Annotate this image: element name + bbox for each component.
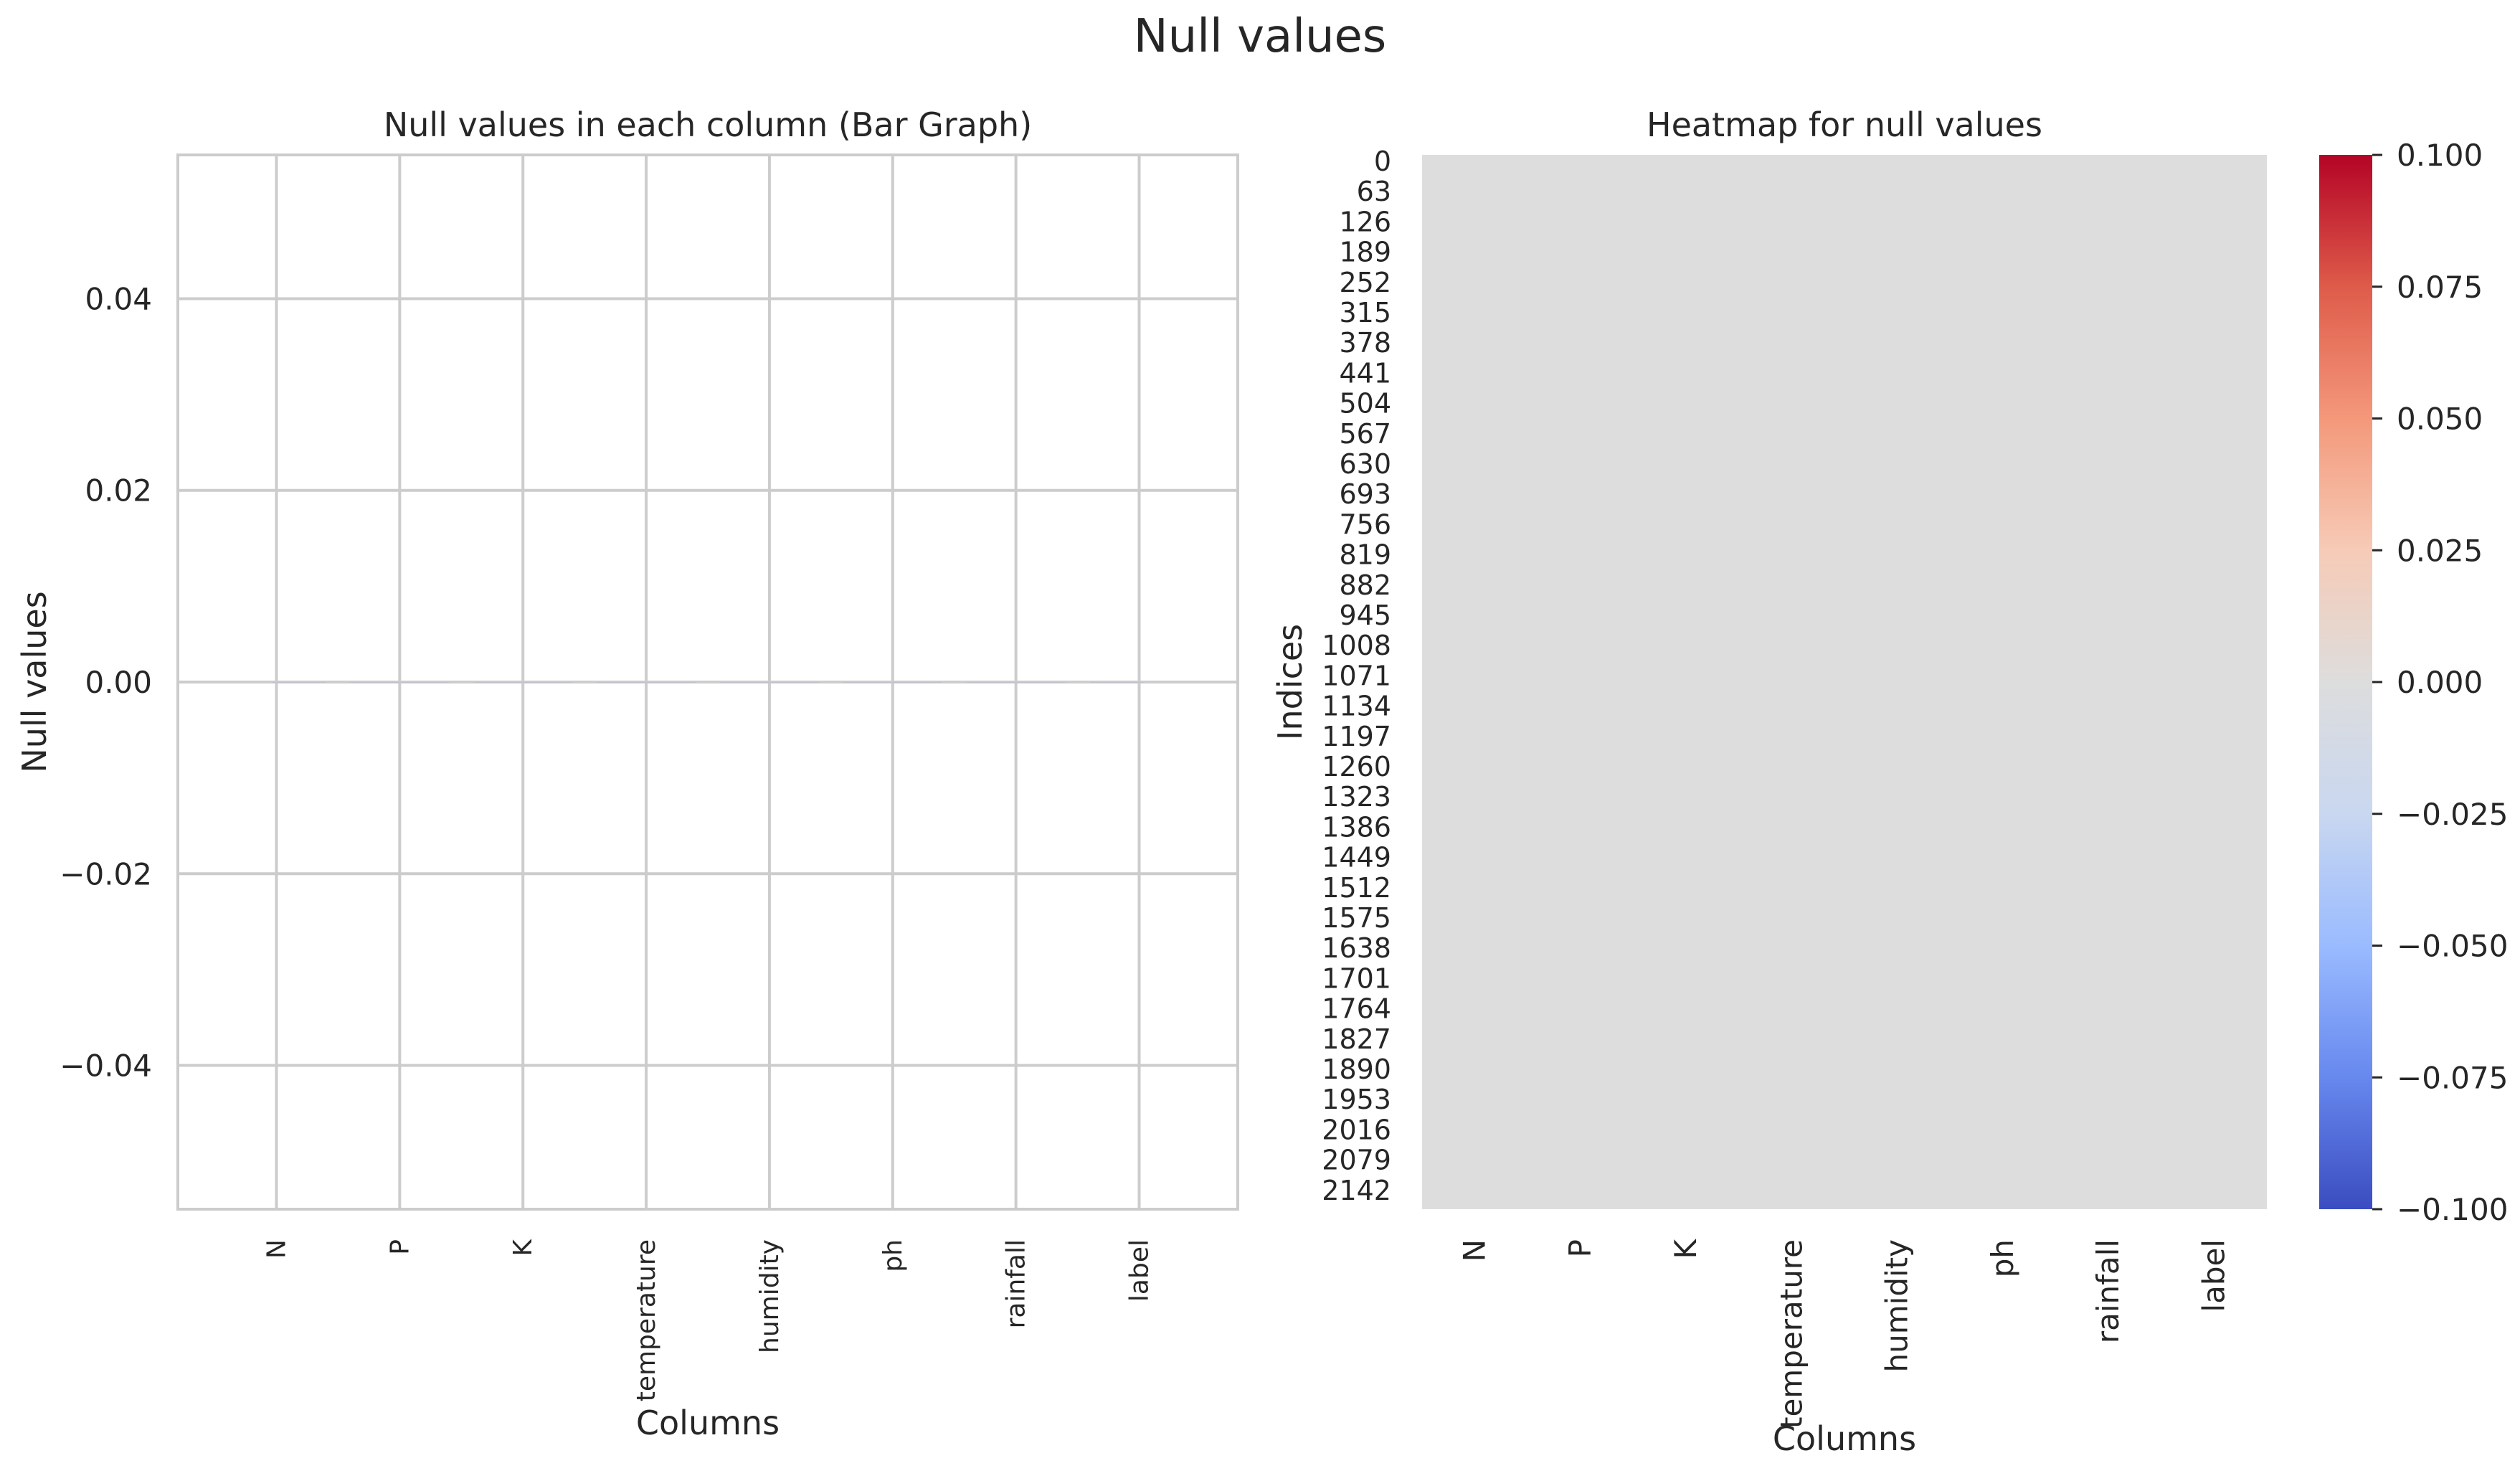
colorbar-tick-label: −0.100 [2397, 1192, 2508, 1227]
heatmap-row-tick-label: 882 [1339, 569, 1391, 601]
heatmap-row-tick-label: 756 [1339, 508, 1391, 540]
bar-chart-title: Null values in each column (Bar Graph) [384, 105, 1032, 144]
heatmap-row-tick-label: 189 [1339, 237, 1391, 268]
heatmap-row-tick-label: 1197 [1322, 721, 1391, 752]
heatmap-row-tick-label: 693 [1339, 478, 1391, 510]
bar-chart-panel: Null values in each column (Bar Graph) −… [15, 105, 1239, 1442]
bar-x-tick-label: K [508, 1239, 538, 1257]
heatmap-row-tick-label: 1512 [1322, 872, 1391, 904]
bar-y-tick-label: −0.04 [60, 1049, 152, 1084]
heatmap-row-tick-label: 504 [1339, 388, 1391, 420]
colorbar [2319, 155, 2372, 1209]
heatmap-row-tick-label: 1953 [1322, 1084, 1391, 1115]
heatmap-row-tick-label: 567 [1339, 418, 1391, 450]
heatmap-row-tick-label: 1386 [1322, 811, 1391, 843]
heatmap-column-tick-label: K [1668, 1239, 1703, 1259]
heatmap-row-tick-label: 1764 [1322, 993, 1391, 1025]
bar-x-tick-label: N [262, 1239, 291, 1259]
heatmap-row-tick-label: 378 [1339, 327, 1391, 359]
heatmap-y-axis-label: Indices [1271, 624, 1309, 740]
heatmap-row-tick-label: 1323 [1322, 781, 1391, 813]
bar-x-tick-label: ph [878, 1239, 908, 1272]
heatmap-row-tick-label: 2016 [1322, 1114, 1391, 1145]
heatmap-row-tick-label: 1575 [1322, 902, 1391, 934]
heatmap-column-tick-label: rainfall [2090, 1239, 2126, 1343]
heatmap-row-tick-label: 63 [1357, 176, 1391, 207]
heatmap-column-tick-label: label [2196, 1239, 2231, 1312]
bar-x-axis-label: Columns [636, 1404, 780, 1442]
heatmap-row-tick-label: 1134 [1322, 691, 1391, 722]
heatmap-panel: Heatmap for null values 0631261892523153… [1271, 105, 2508, 1458]
bar-x-tick-label: temperature [632, 1239, 661, 1401]
bar-x-tick-label: label [1125, 1239, 1155, 1302]
heatmap-row-tick-label: 0 [1374, 146, 1391, 177]
heatmap-column-tick-label: N [1457, 1239, 1492, 1262]
heatmap-row-tick-label: 819 [1339, 539, 1391, 571]
bar-y-tick-label: 0.02 [85, 473, 152, 508]
bar-x-tick-label: P [385, 1239, 415, 1255]
heatmap-row-tick-label: 126 [1339, 206, 1391, 237]
bar-plot-frame [176, 153, 1239, 1211]
heatmap-row-tick-label: 945 [1339, 600, 1391, 631]
colorbar-tick-label: −0.025 [2397, 797, 2508, 832]
colorbar-ticks: −0.100 −0.075 −0.050 −0.025 0.000 0.025 0.050 0… [2372, 138, 2508, 1227]
colorbar-tick-label: −0.050 [2397, 929, 2508, 964]
colorbar-tick-label: 0.075 [2397, 270, 2483, 305]
heatmap-row-tick-label: 2142 [1322, 1175, 1391, 1206]
heatmap-row-tick-label: 2079 [1322, 1145, 1391, 1176]
bar-y-tick-labels: −0.04 −0.02 0.00 0.02 0.04 [60, 281, 152, 1083]
heatmap-column-tick-label: temperature [1773, 1239, 1809, 1429]
colorbar-tick-label: 0.025 [2397, 533, 2483, 568]
heatmap-row-tick-label: 252 [1339, 267, 1391, 298]
heatmap-row-tick-label: 1890 [1322, 1054, 1391, 1085]
heatmap-row-tick-label: 1071 [1322, 660, 1391, 691]
heatmap-title: Heatmap for null values [1647, 105, 2042, 144]
heatmap-row-tick-labels: 0631261892523153784415045676306937568198… [1322, 146, 1391, 1206]
heatmap-cells [1422, 155, 2267, 1209]
heatmap-row-tick-label: 1260 [1322, 751, 1391, 782]
heatmap-row-tick-label: 315 [1339, 297, 1391, 328]
bar-y-axis-label: Null values [15, 591, 54, 772]
heatmap-row-tick-label: 1701 [1322, 962, 1391, 994]
heatmap-row-tick-label: 630 [1339, 448, 1391, 480]
colorbar-tick-label: 0.100 [2397, 138, 2483, 173]
bar-x-tick-label: rainfall [1002, 1239, 1031, 1328]
heatmap-column-tick-label: P [1563, 1239, 1598, 1257]
colorbar-tick-label: 0.050 [2397, 402, 2483, 437]
heatmap-row-tick-label: 1638 [1322, 932, 1391, 964]
bar-x-tick-label: humidity [755, 1239, 785, 1353]
heatmap-row-tick-label: 1449 [1322, 842, 1391, 874]
heatmap-row-tick-label: 1008 [1322, 630, 1391, 661]
colorbar-tick-label: 0.000 [2397, 665, 2483, 700]
heatmap-x-axis-label: Columns [1773, 1419, 1916, 1458]
bar-y-tick-label: 0.04 [85, 281, 152, 316]
bar-y-tick-label: −0.02 [60, 856, 152, 891]
figure-title: Null values [1133, 10, 1387, 63]
heatmap-column-tick-label: humidity [1880, 1239, 1915, 1372]
bar-y-tick-label: 0.00 [85, 665, 152, 700]
heatmap-row-tick-label: 441 [1339, 357, 1391, 389]
heatmap-column-tick-label: ph [1985, 1239, 2020, 1277]
colorbar-tick-label: −0.075 [2397, 1060, 2508, 1095]
heatmap-row-tick-label: 1827 [1322, 1023, 1391, 1055]
